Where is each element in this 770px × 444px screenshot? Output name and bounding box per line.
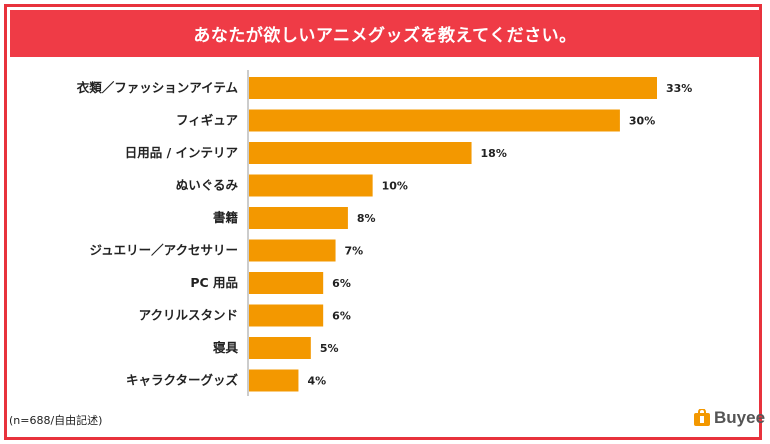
category-label: キャラクターグッズ — [126, 373, 239, 388]
category-label: 衣類／ファッションアイテム — [77, 80, 239, 95]
bar — [249, 109, 620, 132]
brand-logo: Buyee — [693, 408, 765, 428]
bar — [249, 142, 472, 164]
category-label: ジュエリー／アクセサリー — [89, 243, 238, 258]
category-label: PC 用品 — [190, 275, 238, 290]
category-label: 書籍 — [213, 210, 239, 225]
bar — [249, 369, 299, 392]
category-label: アクリルスタンド — [139, 308, 238, 323]
brand-name: Buyee — [714, 408, 766, 427]
shopping-bag-icon — [694, 409, 710, 426]
value-label: 4% — [307, 375, 326, 388]
value-label: 30% — [629, 115, 655, 128]
category-label: フィギュア — [176, 113, 238, 128]
value-label: 33% — [666, 82, 692, 95]
sample-note: (n=688/自由記述) — [9, 414, 103, 427]
bar — [249, 272, 324, 294]
chart-title: あなたが欲しいアニメグッズを教えてください。 — [193, 26, 577, 46]
category-label: 日用品 / インテリア — [125, 145, 238, 160]
title-bar: あなたが欲しいアニメグッズを教えてください。 — [10, 10, 760, 57]
value-label: 6% — [332, 310, 351, 323]
value-label: 6% — [332, 277, 351, 290]
category-label: 寝具 — [213, 340, 239, 355]
category-label: ぬいぐるみ — [176, 178, 239, 193]
value-label: 7% — [345, 245, 364, 258]
bar — [249, 77, 657, 99]
chart-frame — [4, 4, 762, 440]
value-label: 18% — [481, 147, 507, 160]
bar — [249, 207, 348, 229]
value-label: 8% — [357, 212, 376, 225]
bar — [249, 337, 311, 359]
bar — [249, 239, 336, 262]
bar — [249, 174, 373, 197]
value-label: 5% — [320, 342, 339, 355]
value-label: 10% — [382, 180, 408, 193]
bar — [249, 304, 324, 327]
